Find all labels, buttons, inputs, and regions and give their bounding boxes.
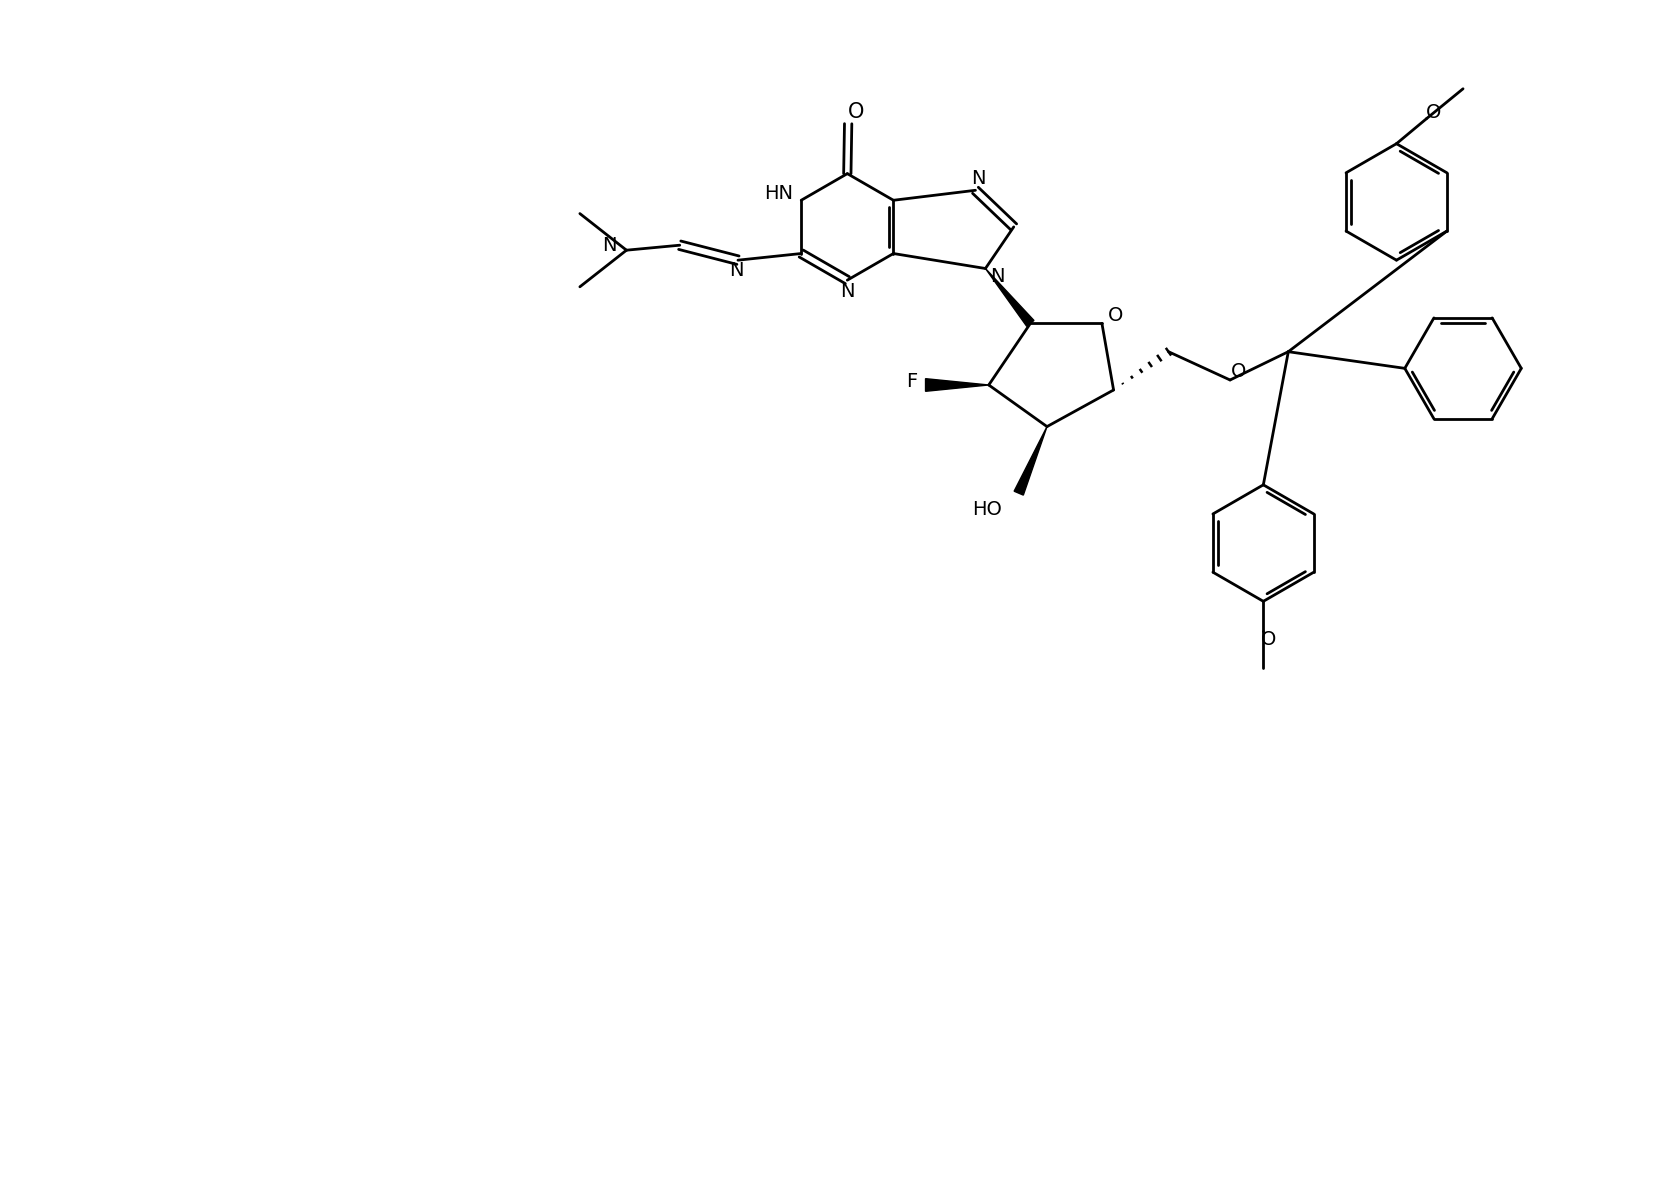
Text: N: N bbox=[990, 267, 1005, 286]
Polygon shape bbox=[926, 378, 988, 391]
Text: O: O bbox=[1230, 362, 1247, 381]
Text: O: O bbox=[849, 102, 864, 122]
Text: O: O bbox=[1425, 102, 1441, 122]
Text: N: N bbox=[841, 282, 854, 301]
Polygon shape bbox=[985, 268, 1034, 326]
Text: HN: HN bbox=[763, 184, 794, 203]
Text: O: O bbox=[1260, 630, 1275, 649]
Text: N: N bbox=[602, 236, 616, 255]
Text: F: F bbox=[906, 372, 918, 391]
Text: HO: HO bbox=[972, 500, 1002, 519]
Polygon shape bbox=[1014, 427, 1047, 495]
Text: N: N bbox=[728, 261, 743, 280]
Text: N: N bbox=[972, 170, 987, 189]
Text: O: O bbox=[1107, 306, 1123, 325]
